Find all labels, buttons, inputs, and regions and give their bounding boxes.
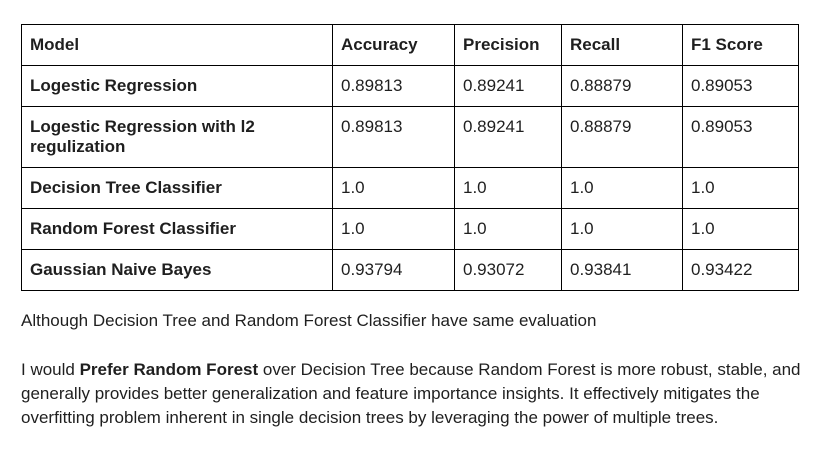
- accuracy-cell: 0.89813: [332, 65, 455, 107]
- table-row: Logestic Regression 0.89813 0.89241 0.88…: [21, 65, 799, 107]
- model-name-cell: Decision Tree Classifier: [21, 167, 333, 209]
- header-recall: Recall: [561, 24, 683, 66]
- recommendation-emphasis: Prefer Random Forest: [79, 360, 259, 379]
- recall-cell: 0.88879: [561, 106, 683, 168]
- evaluation-note: Although Decision Tree and Random Forest…: [21, 311, 597, 330]
- recommendation-paragraph: I would Prefer Random Forest over Decisi…: [21, 358, 801, 430]
- precision-cell: 0.89241: [454, 106, 562, 168]
- f1-score-cell: 0.89053: [682, 65, 799, 107]
- recommendation-prefix: I would: [21, 360, 80, 379]
- recall-cell: 1.0: [561, 167, 683, 209]
- recall-cell: 0.93841: [561, 249, 683, 291]
- model-name-cell: Logestic Regression: [21, 65, 333, 107]
- model-name-cell: Gaussian Naive Bayes: [21, 249, 333, 291]
- header-f1-score: F1 Score: [682, 24, 799, 66]
- accuracy-cell: 0.93794: [332, 249, 455, 291]
- header-accuracy: Accuracy: [332, 24, 455, 66]
- table-row: Random Forest Classifier 1.0 1.0 1.0 1.0: [21, 208, 799, 250]
- precision-cell: 1.0: [454, 167, 562, 209]
- f1-score-cell: 1.0: [682, 167, 799, 209]
- f1-score-cell: 0.89053: [682, 106, 799, 168]
- header-model: Model: [21, 24, 333, 66]
- f1-score-cell: 1.0: [682, 208, 799, 250]
- header-precision: Precision: [454, 24, 562, 66]
- precision-cell: 1.0: [454, 208, 562, 250]
- recall-cell: 0.88879: [561, 65, 683, 107]
- recall-cell: 1.0: [561, 208, 683, 250]
- table-row: Gaussian Naive Bayes 0.93794 0.93072 0.9…: [21, 249, 799, 291]
- accuracy-cell: 1.0: [332, 167, 455, 209]
- model-name-cell: Logestic Regression with l2 regulization: [21, 106, 333, 168]
- accuracy-cell: 0.89813: [332, 106, 455, 168]
- table-header-row: Model Accuracy Precision Recall F1 Score: [21, 24, 799, 66]
- accuracy-cell: 1.0: [332, 208, 455, 250]
- f1-score-cell: 0.93422: [682, 249, 799, 291]
- table-row: Decision Tree Classifier 1.0 1.0 1.0 1.0: [21, 167, 799, 209]
- recommendation-body: over Decision Tree because Random Forest…: [21, 360, 801, 427]
- table-row: Logestic Regression with l2 regulization…: [21, 106, 799, 168]
- model-comparison-table: Model Accuracy Precision Recall F1 Score…: [21, 24, 799, 291]
- precision-cell: 0.93072: [454, 249, 562, 291]
- model-name-cell: Random Forest Classifier: [21, 208, 333, 250]
- precision-cell: 0.89241: [454, 65, 562, 107]
